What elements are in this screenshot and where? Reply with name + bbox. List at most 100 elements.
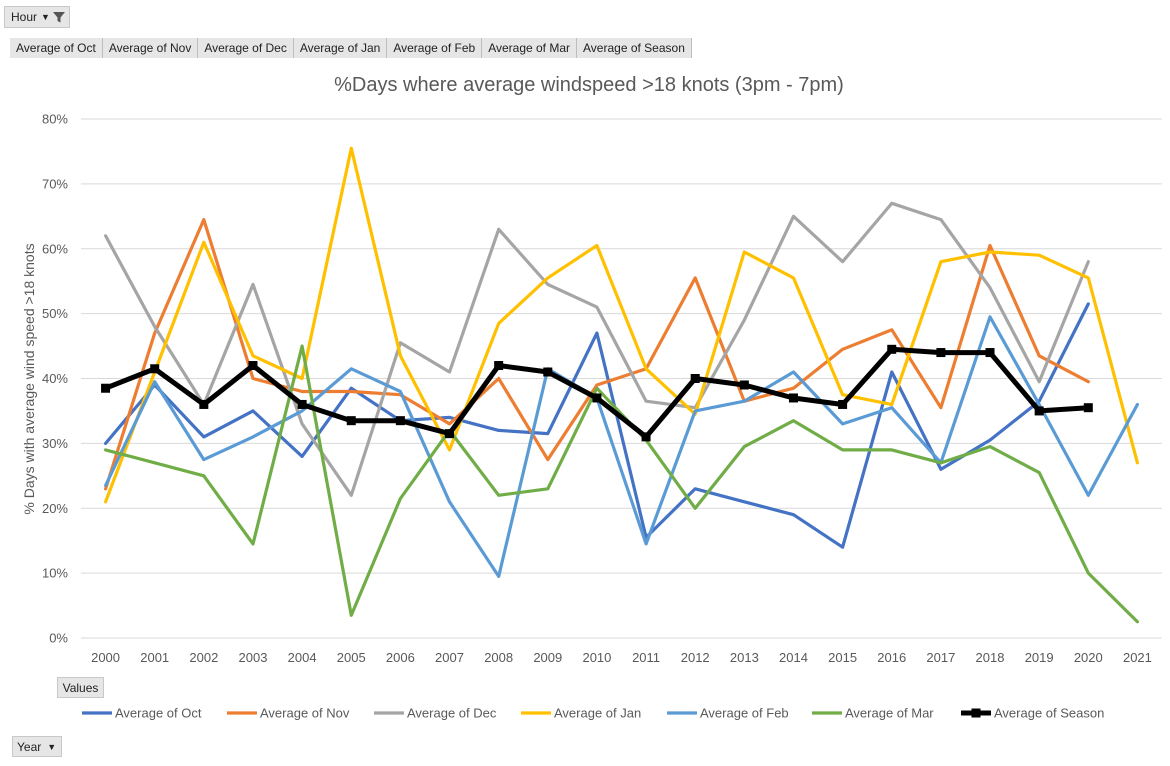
x-tick-label: 2012	[681, 650, 710, 665]
value-field-button[interactable]: Average of Season	[577, 38, 692, 58]
y-tick-label: 80%	[42, 112, 68, 127]
legend-item[interactable]: Average of Dec	[374, 706, 497, 721]
values-field-label: Values	[62, 680, 99, 695]
data-point-marker	[346, 416, 356, 426]
legend-item[interactable]: Average of Nov	[227, 706, 350, 721]
legend-label: Average of Season	[994, 706, 1104, 721]
y-tick-label: 40%	[42, 371, 68, 386]
data-point-marker	[690, 374, 700, 383]
year-field-label: Year	[17, 739, 42, 754]
x-tick-label: 2019	[1025, 650, 1054, 665]
data-point-marker	[985, 348, 995, 358]
x-tick-label: 2018	[976, 650, 1005, 665]
y-axis-ticks: 0% 10% 20% 30% 40% 50% 60% 70% 80%	[42, 112, 68, 646]
y-tick-label: 70%	[42, 176, 68, 191]
x-tick-label: 2003	[239, 650, 268, 665]
y-tick-label: 10%	[42, 566, 68, 581]
x-tick-label: 2000	[91, 650, 120, 665]
series-lines	[101, 146, 1139, 624]
data-point-marker	[788, 393, 798, 403]
legend-label: Average of Jan	[554, 706, 641, 721]
x-tick-label: 2009	[533, 650, 562, 665]
value-field-button[interactable]: Average of Nov	[102, 38, 199, 58]
data-point-marker	[150, 364, 160, 374]
series-line	[104, 315, 1139, 578]
y-axis-label: % Days with average wind speed >18 knots	[21, 243, 37, 514]
value-field-button[interactable]: Average of Mar	[482, 38, 578, 58]
x-tick-label: 2020	[1074, 650, 1103, 665]
x-tick-label: 2015	[828, 650, 857, 665]
series-average-of-oct	[104, 302, 1090, 549]
data-point-marker	[838, 399, 848, 409]
data-point-marker	[592, 393, 602, 403]
x-tick-label: 2014	[779, 650, 808, 665]
x-tick-label: 2013	[730, 650, 759, 665]
series-average-of-season	[101, 344, 1093, 442]
legend-label: Average of Nov	[260, 706, 350, 721]
dropdown-caret-icon: ▼	[41, 12, 50, 22]
x-tick-label: 2008	[484, 650, 513, 665]
y-tick-label: 20%	[42, 501, 68, 516]
legend-item[interactable]: Average of Oct	[82, 706, 202, 721]
value-field-button[interactable]: Average of Oct	[10, 38, 103, 58]
series-line	[104, 201, 1090, 497]
legend-item[interactable]: Average of Feb	[667, 706, 789, 721]
series-line	[104, 146, 1139, 504]
x-tick-label: 2007	[435, 650, 464, 665]
value-field-button[interactable]: Average of Dec	[198, 38, 294, 58]
x-tick-label: 2011	[632, 650, 660, 665]
legend-label: Average of Dec	[407, 706, 497, 721]
series-line	[104, 302, 1090, 549]
data-point-marker	[1083, 403, 1093, 413]
series-line	[104, 218, 1090, 491]
legend-label: Average of Oct	[115, 706, 202, 721]
y-tick-label: 0%	[49, 631, 68, 646]
x-tick-label: 2017	[926, 650, 955, 665]
series-average-of-nov	[104, 218, 1090, 491]
chart-title: %Days where average windspeed >18 knots …	[334, 74, 844, 96]
x-tick-label: 2002	[189, 650, 218, 665]
funnel-filter-icon	[52, 12, 65, 23]
series-average-of-feb	[104, 315, 1139, 578]
data-point-marker	[101, 383, 111, 393]
series-average-of-dec	[104, 201, 1090, 497]
legend-label: Average of Mar	[845, 706, 934, 721]
data-point-marker	[395, 416, 405, 426]
data-point-marker	[199, 399, 209, 409]
legend-item[interactable]: Average of Jan	[521, 706, 641, 721]
x-tick-label: 2021	[1123, 650, 1152, 665]
data-point-marker	[445, 429, 455, 439]
values-field-button[interactable]: Values	[57, 677, 104, 698]
legend-label: Average of Feb	[700, 706, 789, 721]
data-point-marker	[887, 344, 897, 354]
x-tick-label: 2016	[877, 650, 906, 665]
series-average-of-mar	[104, 344, 1139, 624]
value-fields-strip: Average of Oct Average of Nov Average of D…	[10, 38, 692, 58]
x-tick-label: 2001	[140, 650, 169, 665]
series-line	[104, 344, 1139, 624]
x-tick-label: 2004	[288, 650, 317, 665]
y-tick-label: 30%	[42, 436, 68, 451]
x-axis-ticks: 2000 2001 2002 2003 2004 2005 2006 2007 2008 2009…	[91, 650, 1152, 665]
legend-item[interactable]: Average of Mar	[812, 706, 934, 721]
data-point-marker	[297, 399, 307, 409]
y-tick-label: 50%	[42, 306, 68, 321]
data-point-marker	[739, 380, 749, 390]
value-field-button[interactable]: Average of Jan	[293, 38, 388, 58]
x-tick-label: 2005	[337, 650, 366, 665]
y-tick-label: 60%	[42, 241, 68, 256]
data-point-marker	[1034, 406, 1044, 416]
hour-filter-button[interactable]: Hour ▼	[4, 6, 70, 28]
legend-item[interactable]: Average of Season	[961, 706, 1104, 721]
x-tick-label: 2006	[386, 650, 415, 665]
data-point-marker	[494, 361, 504, 371]
series-average-of-jan	[104, 146, 1139, 504]
value-field-button[interactable]: Average of Feb	[387, 38, 483, 58]
year-field-button[interactable]: Year ▼	[12, 736, 62, 757]
data-point-marker	[543, 367, 553, 377]
legend: Average of Oct Average of Nov Average of D…	[82, 706, 1104, 721]
x-tick-label: 2010	[582, 650, 611, 665]
legend-marker	[971, 708, 981, 718]
hour-filter-label: Hour	[11, 10, 38, 24]
